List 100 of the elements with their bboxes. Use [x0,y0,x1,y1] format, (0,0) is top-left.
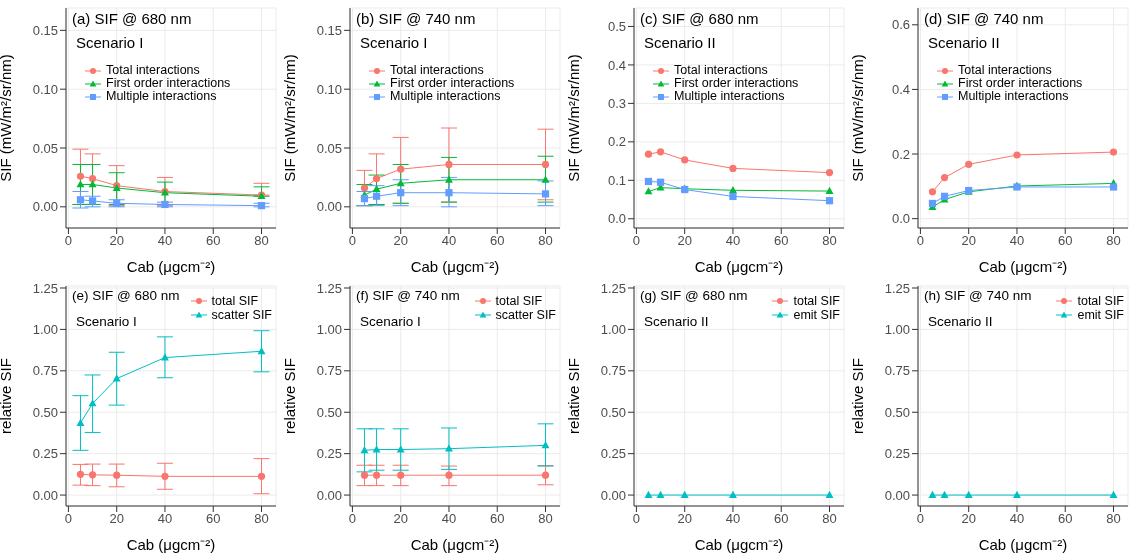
legend-label: total SIF [793,294,840,308]
y-tick-label: 0.05 [316,140,342,156]
y-axis-title: SIF (mW/m²/sr/nm) [281,54,299,182]
legend-label: First order interactions [106,76,231,90]
y-tick-label: 0.6 [891,17,910,33]
y-tick-label: 1.25 [600,280,626,296]
x-tick-label: 0 [916,233,925,249]
y-tick-label: 0.05 [32,140,58,156]
text: Scenario II [928,34,1000,51]
x-tick-label: 80 [1106,511,1121,527]
x-tick-label: 20 [109,233,124,249]
x-tick-label: 40 [725,511,741,527]
text: Scenario II [644,314,709,329]
y-axis-title: SIF (mW/m²/sr/nm) [0,54,15,182]
x-axis-title: Cab (μgcm⁻²) [126,536,216,553]
text: Scenario I [76,34,144,51]
y-tick-label: 1.00 [884,322,910,338]
y-tick-label: 1.00 [316,322,342,338]
y-tick-label: 0.10 [316,81,342,97]
y-tick-label: 0.4 [607,57,626,73]
x-tick-label: 20 [677,511,692,527]
x-tick-label: 20 [677,233,692,249]
y-tick-label: 0.0 [891,211,910,227]
x-tick-label: 0 [64,511,73,527]
x-tick-label: 60 [774,511,789,527]
chart-title: (e) SIF @ 680 nm [72,288,180,303]
y-tick-label: 0.25 [600,446,626,462]
chart-title: (h) SIF @ 740 nm [924,288,1032,303]
x-tick-label: 40 [441,233,457,249]
text: Scenario II [644,34,716,51]
y-tick-label: 0.00 [316,487,342,503]
y-tick-label: 0.25 [32,446,58,462]
y-axis-title: relative SIF [565,358,583,434]
x-tick-label: 80 [822,233,837,249]
y-tick-label: 0.10 [32,81,58,97]
legend-label: Total interactions [106,63,200,77]
x-tick-label: 40 [1009,511,1025,527]
y-axis-title: relative SIF [281,358,299,434]
chart-title: (g) SIF @ 680 nm [640,288,748,303]
y-tick-label: 0.25 [316,446,342,462]
y-tick-label: 0.50 [884,404,910,420]
chart-title: (a) SIF @ 680 nm [72,10,192,27]
x-tick-label: 60 [1058,233,1073,249]
y-tick-label: 0.5 [607,19,626,35]
y-tick-label: 0.2 [607,134,626,150]
x-tick-label: 80 [254,511,269,527]
legend-label: total SIF [211,294,259,308]
x-tick-label: 40 [441,511,457,527]
y-tick-label: 0.75 [600,363,626,379]
text: Scenario I [360,314,421,329]
y-tick-label: 1.00 [600,322,626,338]
y-tick-label: 0.50 [600,404,626,420]
legend-label: total SIF [495,294,543,308]
x-tick-label: 40 [157,233,173,249]
y-axis-title: relative SIF [849,358,867,434]
y-tick-label: 0.4 [891,82,910,98]
y-tick-label: 0.1 [607,172,626,188]
y-tick-label: 0.3 [607,96,626,111]
chart-title: (f) SIF @ 740 nm [356,288,460,303]
y-tick-label: 0.75 [32,363,58,379]
legend-label: emit SIF [793,308,840,322]
x-tick-label: 40 [157,511,173,527]
legend-label: Multiple interactions [674,89,785,103]
legend-label: emit SIF [1077,308,1124,322]
text: Scenario II [928,314,993,329]
x-tick-label: 20 [393,233,408,249]
x-tick-label: 0 [632,233,641,249]
x-tick-label: 60 [490,511,505,527]
y-tick-label: 0.25 [884,446,910,462]
x-tick-label: 0 [632,511,641,527]
legend-label: First order interactions [958,76,1083,90]
y-tick-label: 0.50 [32,404,58,420]
x-axis-title: Cab (μgcm⁻²) [410,258,500,275]
x-tick-label: 80 [1106,233,1121,249]
x-tick-label: 80 [538,233,553,249]
y-tick-label: 0.75 [316,363,342,379]
text: Scenario I [360,34,428,51]
y-tick-label: 0.50 [316,404,342,420]
legend-label: scatter SIF [211,308,272,322]
x-axis-title: Cab (μgcm⁻²) [410,536,500,553]
x-tick-label: 60 [206,511,221,527]
y-tick-label: 0.00 [600,487,626,503]
x-tick-label: 80 [822,511,837,527]
legend-label: scatter SIF [495,308,556,322]
legend-label: Total interactions [958,63,1052,77]
x-axis-title: Cab (μgcm⁻²) [694,536,784,553]
y-tick-label: 0.2 [891,146,910,162]
x-tick-label: 60 [206,233,221,249]
y-tick-label: 1.25 [884,280,910,296]
y-tick-label: 1.25 [32,280,58,296]
y-tick-label: 1.00 [32,322,58,338]
chart-title: (c) SIF @ 680 nm [640,10,759,27]
x-axis-title: Cab (μgcm⁻²) [126,258,216,275]
y-tick-label: 0.75 [884,363,910,379]
x-tick-label: 20 [393,511,408,527]
y-axis-title: relative SIF [0,358,15,434]
x-tick-label: 40 [725,233,741,249]
x-tick-label: 60 [774,233,789,249]
x-tick-label: 0 [916,511,925,527]
legend-label: Total interactions [674,63,768,77]
